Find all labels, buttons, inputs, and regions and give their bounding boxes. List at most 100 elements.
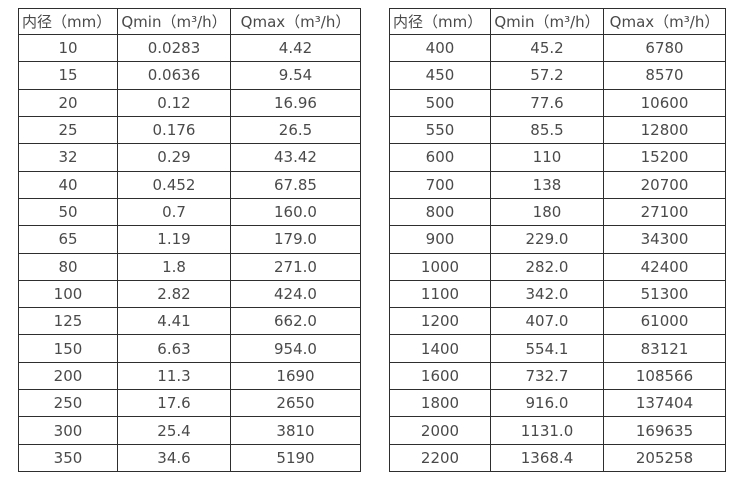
table-row: 800 180 27100 [389,197,726,227]
table-row: 550 85.5 12800 [389,115,726,145]
table-cell: 342.0 [490,279,604,309]
table-cell: 662.0 [230,307,361,336]
table-cell: 0.176 [117,115,231,145]
table-cell: 0.29 [117,143,231,172]
table-cell: 2650 [230,389,361,418]
table-row: 1400 554.1 83121 [389,334,726,363]
table-cell: 85.5 [490,115,604,145]
table-cell: 600 [389,143,491,172]
table-cell: 10600 [603,88,726,117]
table-cell: 26.5 [230,115,361,145]
table-cell: 300 [18,416,118,445]
table-row: 1800 916.0 137404 [389,389,726,418]
table-row: 40 0.452 67.85 [18,170,361,199]
table-cell: 1690 [230,361,361,391]
table-cell: 554.1 [490,334,604,363]
table-row: 15 0.0636 9.54 [18,61,361,90]
table-cell: 1368.4 [490,443,604,473]
table-cell: 1100 [389,279,491,309]
table-body: 10 0.0283 4.42 15 0.0636 9.54 20 0.12 16.96 25 0.1… [18,33,361,473]
table-cell: 3810 [230,416,361,445]
table-cell: 20700 [603,170,726,199]
table-row: 200 11.3 1690 [18,361,361,391]
table-row: 450 57.2 8570 [389,61,726,90]
table-cell: 407.0 [490,307,604,336]
table-cell: 51300 [603,279,726,309]
table-cell: 27100 [603,197,726,227]
table-row: 1200 407.0 61000 [389,307,726,336]
table-cell: 179.0 [230,225,361,254]
table-cell: 9.54 [230,61,361,90]
table-cell: 205258 [603,443,726,473]
table-body: 400 45.2 6780 450 57.2 8570 500 77.6 10600 550 85.… [389,33,726,473]
header-cell-qmin: Qmin（m³/h） [490,8,604,35]
table-cell: 15 [18,61,118,90]
table-cell: 100 [18,279,118,309]
table-cell: 45.2 [490,33,604,63]
table-row: 700 138 20700 [389,170,726,199]
table-cell: 0.0636 [117,61,231,90]
header-cell-qmax: Qmax（m³/h） [603,8,726,35]
table-row: 50 0.7 160.0 [18,197,361,227]
header-cell-qmax: Qmax（m³/h） [230,8,361,35]
table-cell: 57.2 [490,61,604,90]
table-cell: 34.6 [117,443,231,473]
table-cell: 5190 [230,443,361,473]
table-cell: 700 [389,170,491,199]
table-cell: 65 [18,225,118,254]
table-cell: 1600 [389,361,491,391]
table-cell: 180 [490,197,604,227]
table-cell: 0.0283 [117,33,231,63]
table-row: 20 0.12 16.96 [18,88,361,117]
table-cell: 1200 [389,307,491,336]
table-cell: 108566 [603,361,726,391]
table-row: 2000 1131.0 169635 [389,416,726,445]
table-cell: 8570 [603,61,726,90]
table-row: 600 110 15200 [389,143,726,172]
table-cell: 1.19 [117,225,231,254]
table-row: 300 25.4 3810 [18,416,361,445]
table-cell: 25 [18,115,118,145]
table-cell: 1000 [389,252,491,281]
table-cell: 42400 [603,252,726,281]
table-cell: 400 [389,33,491,63]
table-cell: 200 [18,361,118,391]
flow-rate-table-right: 内径（mm） Qmin（m³/h） Qmax（m³/h） 400 45.2 6780… [389,8,726,473]
table-cell: 15200 [603,143,726,172]
flow-rate-table-left: 内径（mm） Qmin（m³/h） Qmax（m³/h） 10 0.0283 4.4… [18,8,361,473]
table-cell: 10 [18,33,118,63]
table-cell: 25.4 [117,416,231,445]
header-cell-qmin: Qmin（m³/h） [117,8,231,35]
table-cell: 500 [389,88,491,117]
table-cell: 2.82 [117,279,231,309]
table-cell: 43.42 [230,143,361,172]
table-cell: 160.0 [230,197,361,227]
table-row: 350 34.6 5190 [18,443,361,473]
table-cell: 32 [18,143,118,172]
table-cell: 6.63 [117,334,231,363]
table-row: 250 17.6 2650 [18,389,361,418]
table-cell: 125 [18,307,118,336]
table-row: 400 45.2 6780 [389,33,726,63]
table-row: 80 1.8 271.0 [18,252,361,281]
table-cell: 1.8 [117,252,231,281]
table-cell: 1800 [389,389,491,418]
table-row: 10 0.0283 4.42 [18,33,361,63]
table-row: 25 0.176 26.5 [18,115,361,145]
table-cell: 450 [389,61,491,90]
table-cell: 271.0 [230,252,361,281]
table-cell: 12800 [603,115,726,145]
table-cell: 11.3 [117,361,231,391]
table-cell: 17.6 [117,389,231,418]
table-cell: 250 [18,389,118,418]
table-cell: 40 [18,170,118,199]
table-cell: 0.452 [117,170,231,199]
table-cell: 110 [490,143,604,172]
table-cell: 916.0 [490,389,604,418]
header-row: 内径（mm） Qmin（m³/h） Qmax（m³/h） [389,8,726,35]
table-cell: 2000 [389,416,491,445]
table-cell: 0.12 [117,88,231,117]
table-cell: 800 [389,197,491,227]
table-cell: 20 [18,88,118,117]
table-row: 150 6.63 954.0 [18,334,361,363]
